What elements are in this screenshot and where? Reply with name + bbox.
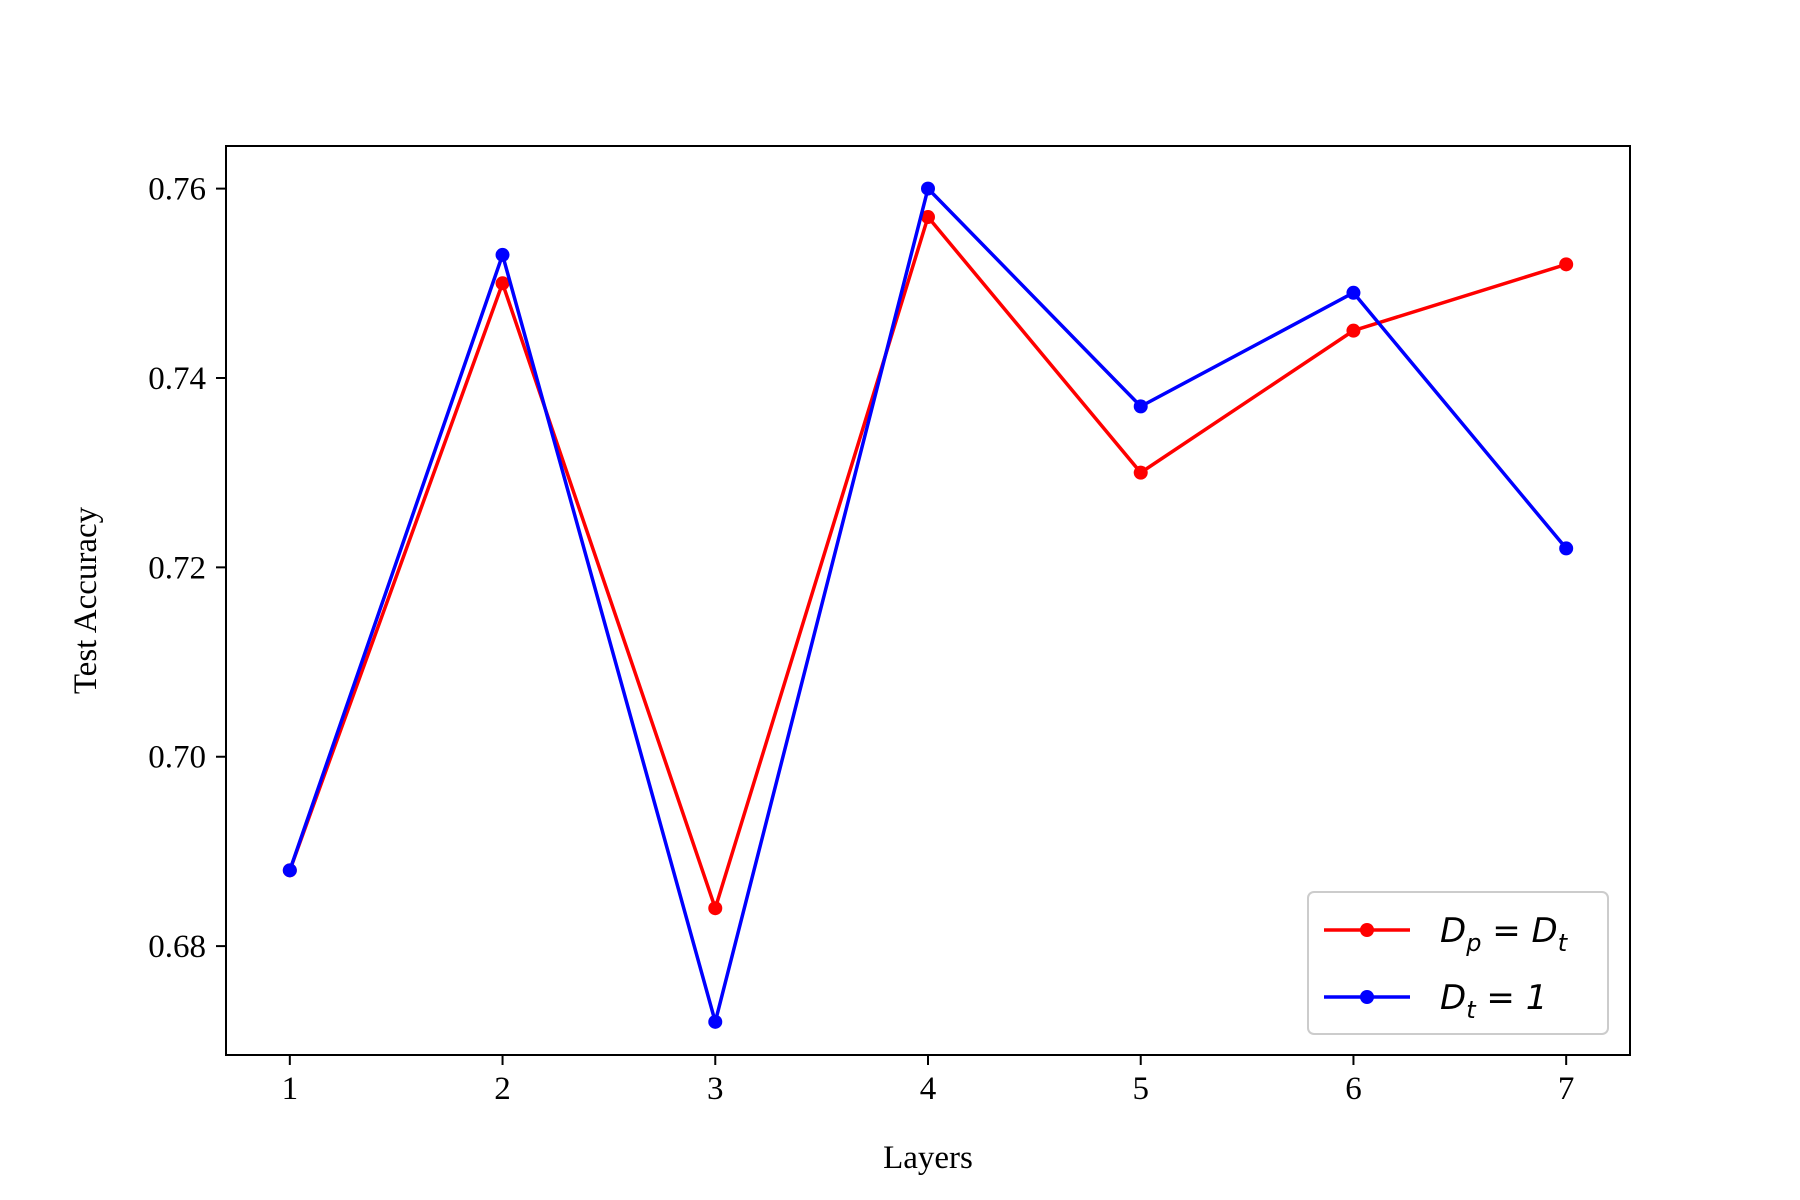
legend-marker-dp-dt [1360,923,1374,937]
legend-entry-dt-1: Dt = 1 [1324,978,1547,1024]
legend-marker-dt-1 [1360,990,1374,1004]
data-point-series-1 [708,1014,723,1029]
y-tick-label: 0.72 [148,550,206,586]
legend-entry-dp-dt: Dp = Dt [1324,911,1569,957]
data-point-series-0 [495,276,510,291]
legend-label-dp-dt: Dp = Dt [1440,911,1569,957]
x-axis-title: Layers [883,1140,973,1176]
x-tick-label: 7 [1558,1071,1575,1107]
x-axis: 1 2 3 4 5 6 7 [282,1055,1575,1107]
y-tick-label: 0.74 [148,361,206,397]
data-point-series-0 [1346,323,1361,338]
data-point-series-0 [708,901,723,916]
y-tick-label: 0.70 [148,740,206,776]
y-axis-title: Test Accuracy [68,506,104,694]
data-point-series-1 [282,863,297,878]
legend: Dp = Dt Dt = 1 [1307,891,1609,1035]
x-tick-label: 6 [1345,1071,1362,1107]
series-layer [282,181,1574,1029]
y-tick-label: 0.68 [148,929,206,965]
x-tick-label: 1 [282,1071,299,1107]
x-tick-label: 4 [920,1071,937,1107]
y-axis: 0.68 0.70 0.72 0.74 0.76 [148,172,226,965]
legend-label-dt-1: Dt = 1 [1440,978,1547,1024]
data-point-series-1 [921,181,935,196]
data-point-series-0 [1133,465,1148,480]
data-point-series-1 [495,247,510,262]
data-point-series-1 [1346,285,1361,300]
x-tick-label: 5 [1132,1071,1149,1107]
y-tick-label: 0.76 [148,172,206,208]
x-tick-label: 3 [707,1071,724,1107]
data-point-series-1 [1559,541,1574,556]
x-tick-label: 2 [494,1071,511,1107]
data-point-series-0 [921,210,935,225]
data-point-series-1 [1133,399,1148,414]
data-point-series-0 [1559,257,1574,272]
